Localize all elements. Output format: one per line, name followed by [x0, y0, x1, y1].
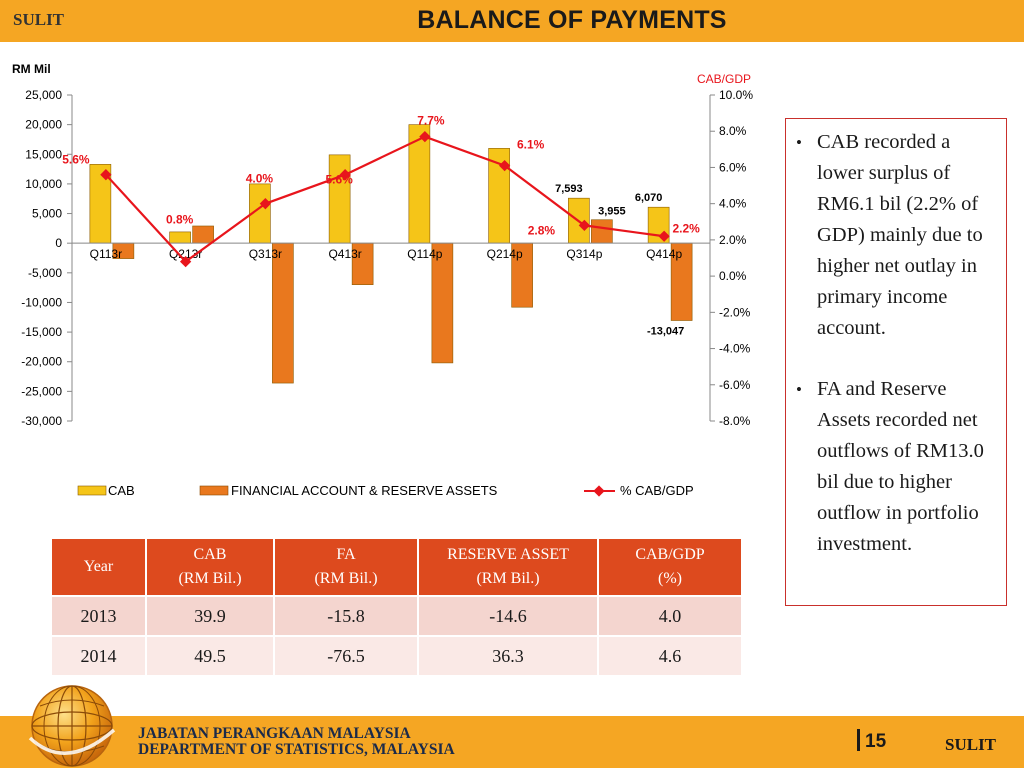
y-right-tick-label: 10.0% — [719, 88, 753, 102]
x-category-label: Q213r — [169, 247, 202, 261]
x-category-label: Q314p — [566, 247, 602, 261]
cab-bar — [328, 154, 351, 244]
y-left-tick-label: -25,000 — [21, 384, 62, 398]
header-fa: FA (RM Bil.) — [273, 537, 419, 597]
x-category-label: Q313r — [249, 247, 282, 261]
y-right-tick-label: -6.0% — [719, 378, 751, 392]
y-right-axis-label: CAB/GDP — [697, 72, 751, 86]
table-row: 2013 39.9 -15.8 -14.6 4.0 — [50, 595, 743, 637]
x-category-label: Q214p — [487, 247, 523, 261]
classification-label: SULIT — [13, 10, 65, 29]
fa-reserve-bar — [591, 219, 613, 244]
y-left-tick-label: -5,000 — [28, 266, 62, 280]
cell-cab-gdp: 4.6 — [597, 635, 743, 677]
x-category-label: Q113r — [90, 247, 122, 261]
summary-table: Year CAB (RM Bil.) FA (RM Bil.) RESERVE AS… — [50, 537, 743, 677]
cell-fa: -76.5 — [273, 635, 419, 677]
balance-of-payments-chart: RM Mil CAB/GDP 25,00020,00015,00010,0005… — [12, 62, 753, 498]
bar-value-label: -13,047 — [647, 326, 684, 338]
legend-cab-gdp-label: % CAB/GDP — [620, 483, 694, 498]
cab-gdp-data-label: 5.6% — [62, 153, 90, 167]
y-right-tick-label: -4.0% — [719, 342, 751, 356]
cell-year: 2013 — [50, 595, 147, 637]
commentary-box: • CAB recorded a lower surplus of RM6.1 … — [785, 118, 1007, 606]
page-title: BALANCE OF PAYMENTS — [417, 6, 727, 34]
cab-gdp-data-label: 2.2% — [672, 221, 700, 235]
table-header-row: Year CAB (RM Bil.) FA (RM Bil.) RESERVE AS… — [50, 537, 743, 597]
bullet-item: • CAB recorded a lower surplus of RM6.1 … — [796, 127, 998, 344]
cab-gdp-data-label: 6.1% — [517, 138, 545, 152]
org-name-english: DEPARTMENT OF STATISTICS, MALAYSIA — [138, 741, 455, 758]
cell-cab: 49.5 — [145, 635, 275, 677]
legend-cab-swatch — [77, 485, 107, 496]
y-right-tick-label: -2.0% — [719, 305, 751, 319]
y-right-tick-label: 0.0% — [719, 269, 747, 283]
cab-gdp-marker — [419, 130, 431, 143]
cab-gdp-marker — [658, 230, 670, 242]
cab-gdp-data-label: 7.7% — [417, 114, 445, 128]
x-category-label: Q413r — [328, 247, 361, 261]
y-left-tick-label: -15,000 — [21, 325, 62, 339]
y-left-tick-label: -10,000 — [21, 295, 62, 309]
legend-cab-label: CAB — [108, 483, 135, 498]
cell-cab: 39.9 — [145, 595, 275, 637]
cab-gdp-data-label: 5.6% — [325, 173, 353, 187]
bar-value-label: 6,070 — [635, 192, 663, 204]
header-year: Year — [50, 537, 147, 597]
cab-gdp-line — [105, 135, 665, 264]
y-right-tick-label: 4.0% — [719, 197, 747, 211]
cell-fa: -15.8 — [273, 595, 419, 637]
legend-line-marker — [593, 485, 605, 497]
bullet-dot-icon: • — [796, 380, 802, 399]
y-left-tick-label: -30,000 — [21, 414, 62, 428]
y-left-tick-label: 10,000 — [25, 177, 62, 191]
dosm-globe-logo-icon — [28, 685, 116, 767]
y-right-tick-label: 2.0% — [719, 233, 747, 247]
y-right-tick-label: 8.0% — [719, 124, 747, 138]
cab-gdp-marker — [578, 219, 591, 232]
bar-value-label: 7,593 — [555, 183, 583, 195]
y-left-axis-label: RM Mil — [12, 62, 51, 76]
y-left-tick-label: 25,000 — [25, 88, 62, 102]
y-left-tick-label: 0 — [55, 236, 62, 250]
y-left-tick-label: 20,000 — [25, 118, 62, 132]
cab-gdp-data-label: 2.8% — [528, 223, 556, 237]
fa-reserve-bar — [192, 225, 214, 244]
cell-reserve-asset: 36.3 — [417, 635, 599, 677]
fa-reserve-bar — [272, 242, 294, 384]
x-category-label: Q114p — [407, 247, 442, 261]
y-left-tick-label: 5,000 — [32, 207, 62, 221]
org-name-malay: JABATAN PERANGKAAN MALAYSIA — [138, 725, 411, 742]
cell-cab-gdp: 4.0 — [597, 595, 743, 637]
y-right-tick-label: -8.0% — [719, 414, 751, 428]
header-cab-gdp: CAB/GDP (%) — [597, 537, 743, 597]
y-right-tick-label: 6.0% — [719, 160, 747, 174]
bullet-text: CAB recorded a lower surplus of RM6.1 bi… — [817, 131, 983, 339]
page-number: 15 — [857, 729, 886, 753]
y-left-tick-label: -20,000 — [21, 355, 62, 369]
bullet-dot-icon: • — [796, 133, 802, 152]
cell-year: 2014 — [50, 635, 147, 677]
header-cab: CAB (RM Bil.) — [145, 537, 275, 597]
cab-gdp-data-label: 0.8% — [166, 213, 194, 227]
bar-value-label: 3,955 — [598, 206, 626, 218]
bullet-text: FA and Reserve Assets recorded net outfl… — [817, 378, 984, 555]
footer-band — [0, 716, 1024, 768]
cab-bar — [169, 231, 191, 244]
organisation-name: JABATAN PERANGKAAN MALAYSIA DEPARTMENT O… — [138, 726, 455, 758]
table-row: 2014 49.5 -76.5 36.3 4.6 — [50, 635, 743, 677]
cab-gdp-data-label: 4.0% — [246, 172, 274, 186]
header-band — [0, 0, 1024, 42]
classification-label-footer: SULIT — [945, 735, 997, 754]
y-left-tick-label: 15,000 — [25, 147, 62, 161]
legend-fa-swatch — [199, 485, 229, 496]
legend-fa-label: FINANCIAL ACCOUNT & RESERVE ASSETS — [231, 483, 498, 498]
cell-reserve-asset: -14.6 — [417, 595, 599, 637]
header-reserve-asset: RESERVE ASSET (RM Bil.) — [417, 537, 599, 597]
bullet-item: • FA and Reserve Assets recorded net out… — [796, 374, 998, 560]
cab-gdp-marker — [179, 255, 192, 268]
page-divider — [857, 729, 860, 751]
x-category-label: Q414p — [646, 247, 682, 261]
cab-gdp-marker — [259, 198, 272, 210]
